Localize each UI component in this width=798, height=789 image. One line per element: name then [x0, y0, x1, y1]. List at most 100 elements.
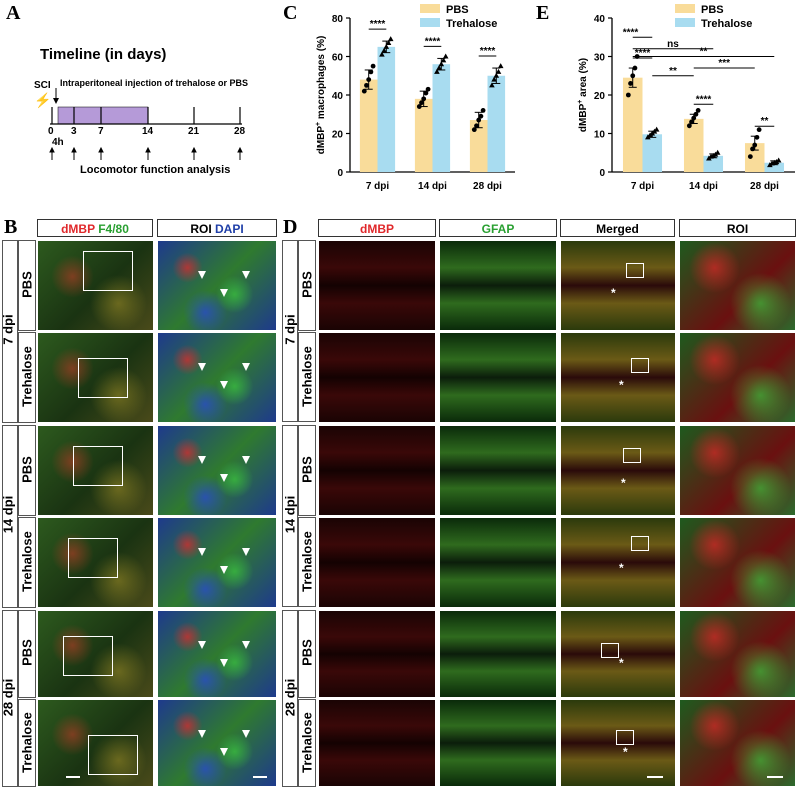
row-box-b-2	[18, 332, 36, 423]
bar-pbs-2	[744, 143, 765, 172]
x-tick-label: 7 dpi	[366, 181, 390, 192]
group-label-d-28dpi: 28 dpi	[282, 678, 298, 717]
micrograph-d-merged-3: *	[560, 425, 676, 516]
header-d-merged: Merged	[560, 219, 675, 237]
lesion-star-marker: *	[623, 745, 628, 759]
header-d-gfap: GFAP	[439, 219, 557, 237]
micrograph-d-gfap-5	[439, 610, 557, 698]
data-point	[714, 149, 721, 155]
comparison-label: **	[669, 66, 677, 77]
header-f480-text: F4/80	[98, 222, 129, 236]
lesion-star-marker: *	[611, 286, 616, 300]
group-box-d-7dpi	[282, 240, 298, 422]
data-point	[364, 82, 369, 88]
tick-21: 21	[188, 126, 200, 137]
header-d-dmbp: dMBP	[318, 219, 436, 237]
micrograph-d-dmbp-4	[318, 517, 436, 608]
roi-box	[631, 358, 649, 373]
row-label-d-1: PBS	[299, 271, 315, 298]
data-point	[480, 108, 486, 113]
scale-bar	[647, 776, 663, 778]
lesion-star-marker: *	[619, 378, 624, 392]
group-label-d-14dpi: 14 dpi	[282, 495, 298, 534]
scale-bar	[253, 776, 267, 778]
data-point	[632, 65, 638, 71]
x-tick-label: 28 dpi	[473, 181, 502, 192]
data-point	[385, 40, 392, 46]
group-label-b-14dpi: 14 dpi	[0, 495, 16, 534]
panel-label-b: B	[4, 216, 18, 238]
roi-box	[83, 251, 133, 291]
lesion-star-marker: *	[619, 561, 624, 575]
arrowhead-icon	[198, 456, 206, 464]
sci-label: SCI	[34, 80, 51, 91]
timeline-panel: Timeline (in days) SCI ⚡ Intraperitoneal…	[0, 0, 270, 200]
group-label-b-28dpi: 28 dpi	[0, 678, 16, 717]
arrowhead-icon	[242, 456, 250, 464]
data-point	[366, 77, 372, 82]
lesion-star-marker: *	[619, 656, 624, 670]
micrograph-d-dmbp-2	[318, 332, 436, 423]
micrograph-d-dmbp-1	[318, 240, 436, 331]
data-point	[434, 68, 440, 74]
roi-box	[78, 358, 128, 398]
significance-label: ****	[696, 94, 712, 105]
panel-label-c: C	[283, 2, 298, 24]
data-point	[491, 76, 497, 82]
tick-14: 14	[142, 126, 154, 137]
micrograph-b-overview-2	[37, 332, 154, 423]
data-point	[474, 123, 479, 129]
y-tick-label: 20	[332, 130, 344, 141]
arrowhead-icon	[242, 548, 250, 556]
arrowhead-icon	[242, 271, 250, 279]
x-tick-label: 7 dpi	[631, 181, 655, 192]
bar-trehalose-0	[377, 46, 396, 172]
bar-pbs-0	[359, 79, 378, 172]
data-point	[478, 113, 484, 119]
roi-box	[68, 538, 118, 578]
x-tick-label: 14 dpi	[418, 181, 447, 192]
legend-label-pbs: PBS	[701, 4, 724, 16]
data-point	[368, 69, 374, 75]
micrograph-d-dmbp-6	[318, 699, 436, 787]
row-box-d-6	[298, 699, 316, 787]
data-point	[419, 100, 424, 106]
group-box-b-14dpi	[2, 425, 18, 608]
data-point	[630, 73, 636, 79]
significance-label: ****	[370, 19, 386, 30]
data-point	[747, 154, 753, 160]
micrograph-d-gfap-1	[439, 240, 557, 331]
group-label-d-7dpi: 7 dpi	[282, 314, 298, 345]
row-label-b-6: Trehalose	[19, 712, 35, 773]
x-tick-label: 14 dpi	[689, 181, 718, 192]
data-point	[689, 119, 694, 125]
arrowhead-icon	[242, 730, 250, 738]
chart-c: 0 20 40 60 80 dMBP+ macrophages (%) 7 dpi **** 1…	[315, 4, 515, 192]
data-point	[440, 57, 447, 63]
tick-0: 0	[48, 126, 54, 137]
comparison-label: ns	[667, 39, 679, 50]
scale-bar	[66, 776, 80, 778]
data-point	[442, 53, 449, 59]
micrograph-b-roi-1	[157, 240, 277, 331]
panel-label-a: A	[6, 2, 21, 24]
micrograph-b-overview-1	[37, 240, 154, 331]
data-point	[423, 90, 429, 96]
micrograph-d-dmbp-5	[318, 610, 436, 698]
data-point	[497, 63, 504, 69]
data-point	[416, 104, 422, 109]
row-box-b-6	[18, 699, 36, 787]
timeline-title: Timeline (in days)	[40, 46, 167, 63]
row-box-b-4	[18, 517, 36, 608]
header-d-roi: ROI	[679, 219, 796, 237]
header-dmbp-text: dMBP	[61, 222, 95, 236]
data-point	[476, 117, 482, 123]
bar-pbs-2	[469, 120, 488, 172]
data-point	[628, 81, 633, 86]
data-point	[750, 146, 755, 152]
micrograph-d-gfap-6	[439, 699, 557, 787]
roi-box	[601, 643, 619, 658]
comparison-label: ****	[623, 27, 639, 38]
data-point	[387, 36, 394, 42]
scale-bar	[767, 776, 783, 778]
